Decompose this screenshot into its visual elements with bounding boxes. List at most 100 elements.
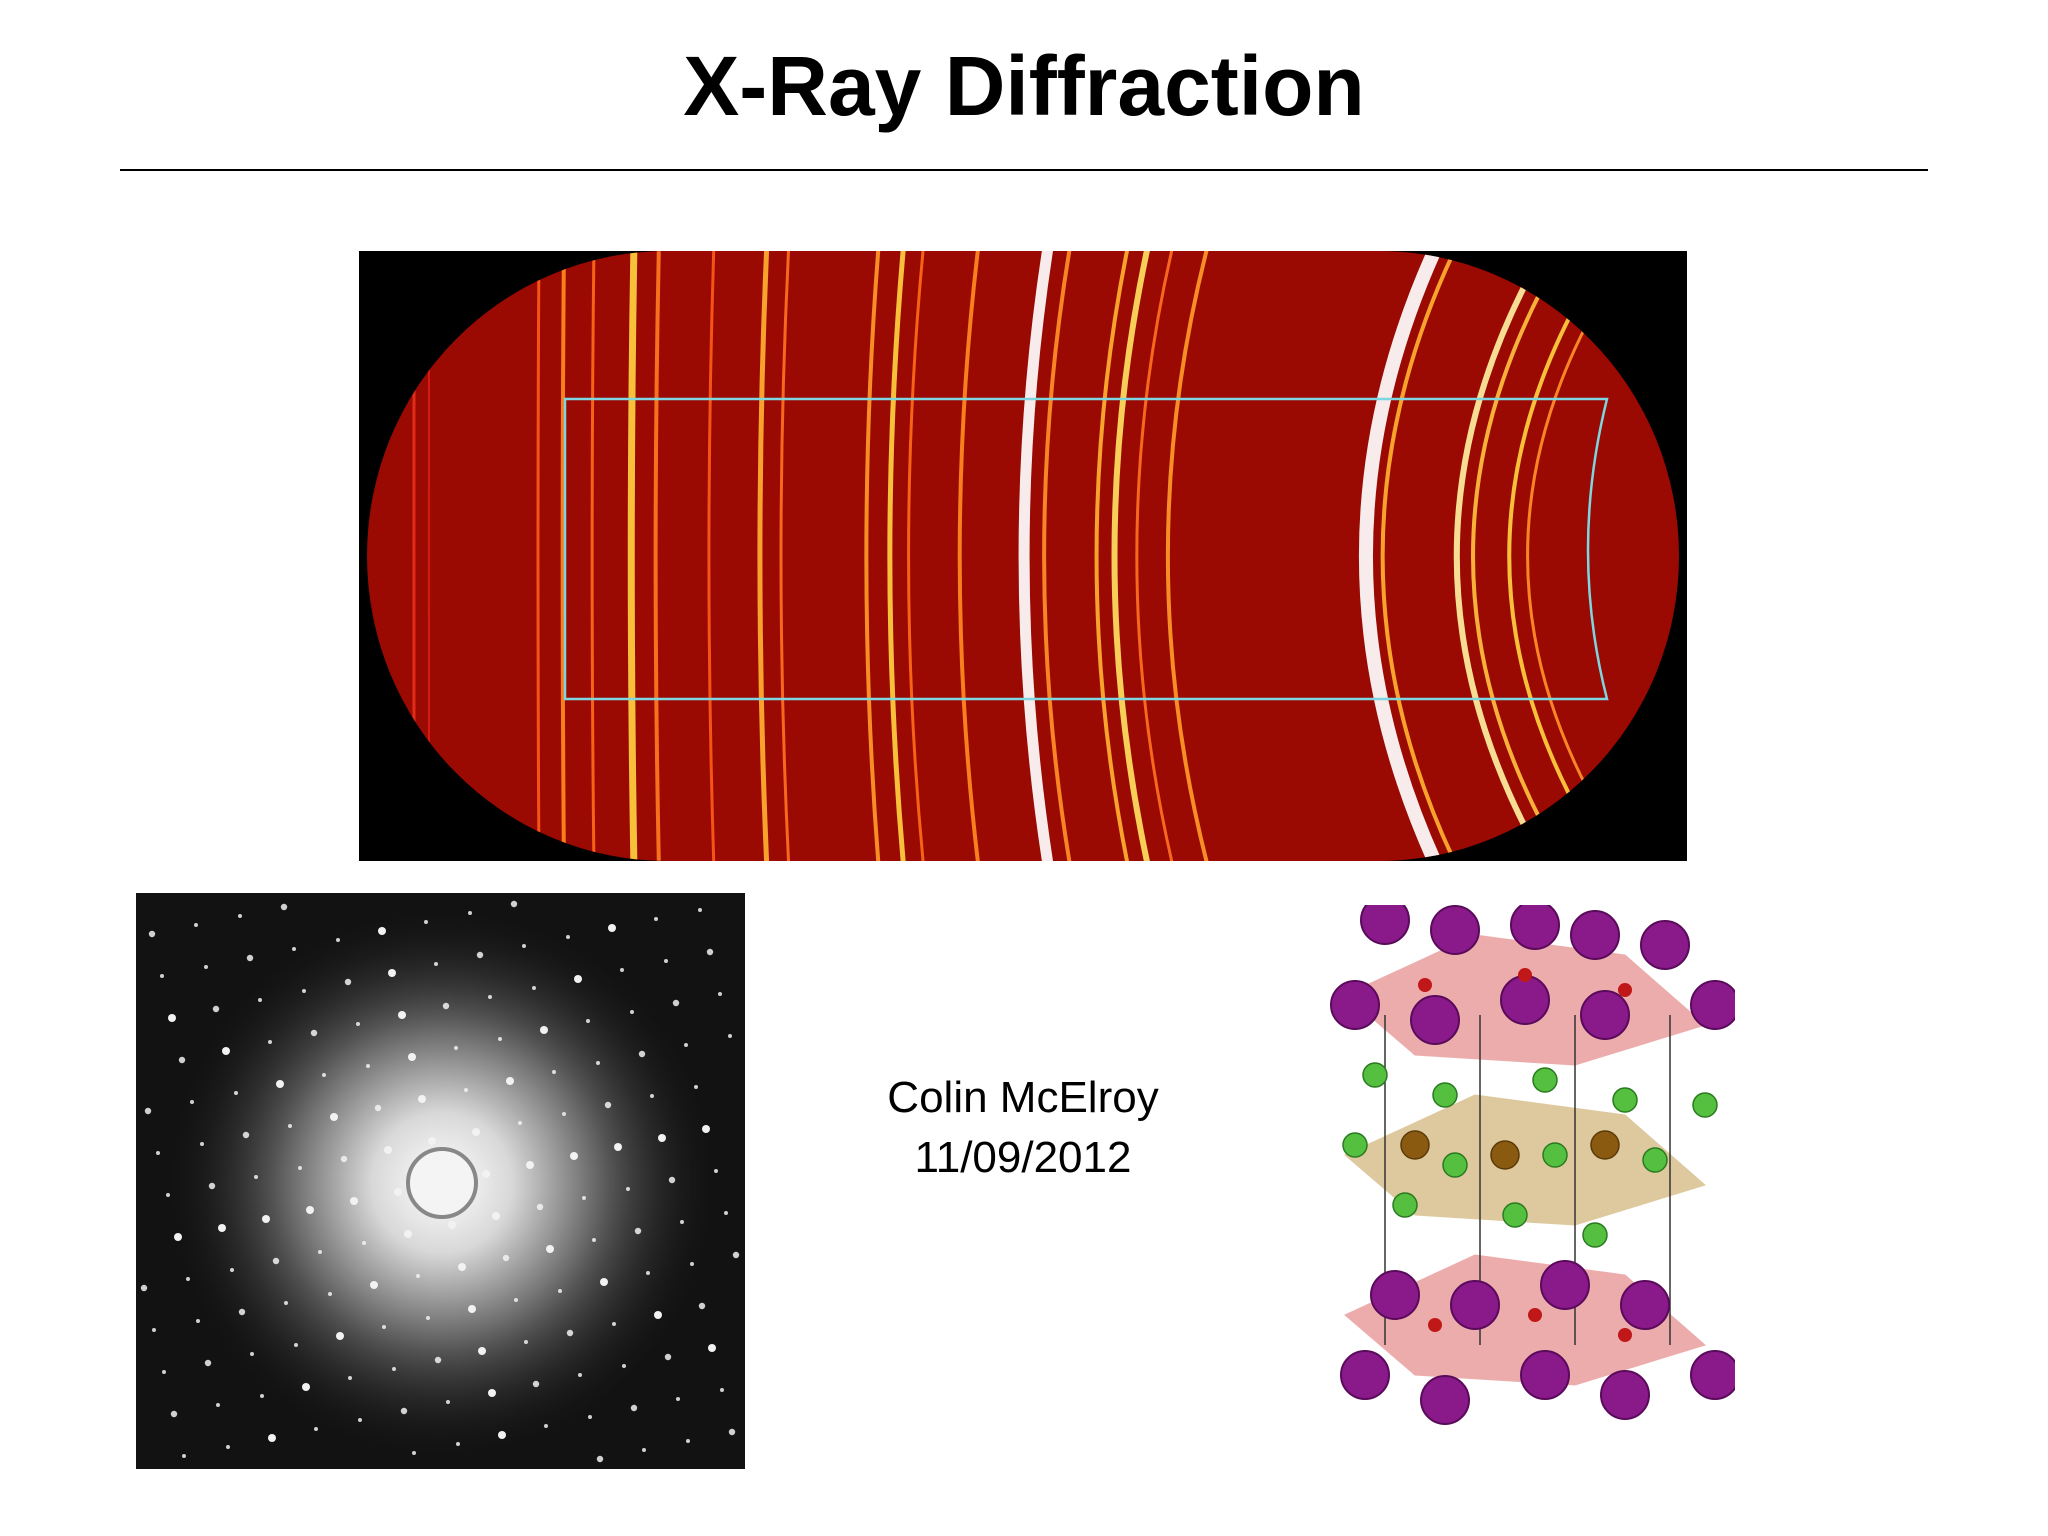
diffraction-spot [502, 1254, 510, 1262]
diffraction-spot [260, 1394, 264, 1398]
diffraction-spot [400, 1407, 408, 1415]
diffraction-spot [630, 1404, 638, 1412]
diffraction-spot [634, 1227, 642, 1235]
diffraction-spot [230, 1268, 234, 1272]
diffraction-spot [344, 978, 352, 986]
diffraction-spot [168, 1014, 176, 1022]
diffraction-spot [680, 1220, 684, 1224]
diffraction-spot [302, 1383, 310, 1391]
diffraction-spot [574, 975, 582, 983]
diffraction-ring [1018, 251, 1055, 861]
diffraction-spot [314, 1427, 318, 1431]
diffraction-ring [1471, 251, 1571, 861]
diffraction-spot [268, 1434, 276, 1442]
title-rule [120, 169, 1928, 171]
metal-atom [1618, 1328, 1632, 1342]
diffraction-spot [582, 1196, 586, 1200]
diffraction-spot [268, 1040, 272, 1044]
diffraction-spot [698, 1302, 706, 1310]
diffraction-spot [182, 1454, 186, 1458]
diffraction-spot [336, 1332, 344, 1340]
diffraction-spot [310, 1029, 318, 1037]
diffraction-spot [552, 1070, 556, 1074]
diffraction-spot [288, 1124, 292, 1128]
author: Colin McElroy [887, 1073, 1159, 1122]
diffraction-spot [708, 1344, 716, 1352]
diffraction-spot [468, 1305, 476, 1313]
diffraction-spot [522, 944, 526, 948]
chlorine-atom [1612, 1087, 1638, 1113]
diffraction-spot [250, 1352, 254, 1356]
metal-atom [1618, 983, 1632, 997]
selection-box [563, 397, 1609, 701]
diffraction-spot [408, 1053, 416, 1061]
diffraction-spot [292, 947, 296, 951]
diffraction-spot [638, 1050, 646, 1058]
diffraction-ring [536, 251, 541, 861]
chlorine-atom [1542, 1142, 1568, 1168]
diffraction-spot [672, 999, 680, 1007]
diffraction-spot [222, 1047, 230, 1055]
diffraction-spot [714, 1169, 718, 1173]
diffraction-spot [350, 1197, 358, 1205]
diffraction-spot [658, 1134, 666, 1142]
diffraction-ring [707, 251, 716, 861]
iodine-atom [1410, 995, 1460, 1045]
diffraction-spot [160, 974, 164, 978]
diffraction-ring [887, 251, 907, 861]
diffraction-spot [416, 1274, 420, 1278]
iodine-atom [1620, 1280, 1670, 1330]
diffraction-spot [170, 1410, 178, 1418]
diffraction-spot [454, 1046, 458, 1050]
diffraction-spot [340, 1155, 348, 1163]
diffraction-ring [653, 251, 661, 861]
chlorine-atom [1582, 1222, 1608, 1248]
diffraction-spot [464, 1088, 468, 1092]
diffraction-spot [664, 959, 668, 963]
diffraction-spot [208, 1182, 216, 1190]
diffraction-spot [524, 1340, 528, 1344]
metal-atom [1518, 968, 1532, 982]
metal-atom [1428, 1318, 1442, 1332]
diffraction-spot [362, 1241, 366, 1245]
diffraction-spot [394, 1188, 402, 1196]
metal-atom [1400, 1130, 1430, 1160]
diffraction-spot [492, 1212, 500, 1220]
diffraction-spot [690, 1262, 694, 1266]
iodine-atom [1580, 990, 1630, 1040]
diffraction-spot [318, 1250, 322, 1254]
diffraction-spot [336, 938, 340, 942]
chlorine-atom [1692, 1092, 1718, 1118]
diffraction-spot [732, 1251, 740, 1259]
chlorine-atom [1362, 1062, 1388, 1088]
iodine-atom [1420, 1375, 1470, 1425]
diffraction-spot [358, 1418, 362, 1422]
diffraction-spot [194, 923, 198, 927]
diffraction-spot [506, 1077, 514, 1085]
diffraction-spot [322, 1073, 326, 1077]
diffraction-spot [654, 1311, 662, 1319]
diffraction-ring [1094, 251, 1131, 861]
diffraction-ring [1135, 251, 1176, 861]
diffraction-spot [298, 1166, 302, 1170]
diffraction-spot [566, 935, 570, 939]
diffraction-spot [720, 1388, 724, 1392]
diffraction-spot [234, 1091, 238, 1095]
diffraction-spot [596, 1455, 604, 1463]
diffraction-ring [907, 251, 926, 861]
diffraction-ring [1358, 251, 1446, 861]
diffraction-ring [957, 251, 981, 861]
diffraction-spot [668, 1176, 676, 1184]
octahedron-face [1344, 1094, 1707, 1226]
diffraction-spot [254, 1175, 258, 1179]
iodine-atom [1450, 1280, 1500, 1330]
diffraction-spot [388, 969, 396, 977]
diffraction-spot [140, 1284, 148, 1292]
diffraction-spot [728, 1428, 736, 1436]
diffraction-spot [540, 1026, 548, 1034]
iodine-atom [1510, 905, 1560, 950]
diffraction-spot [156, 1151, 160, 1155]
diffraction-spot [664, 1353, 672, 1361]
diffraction-spot [546, 1245, 554, 1253]
diffraction-spot [272, 1257, 280, 1265]
